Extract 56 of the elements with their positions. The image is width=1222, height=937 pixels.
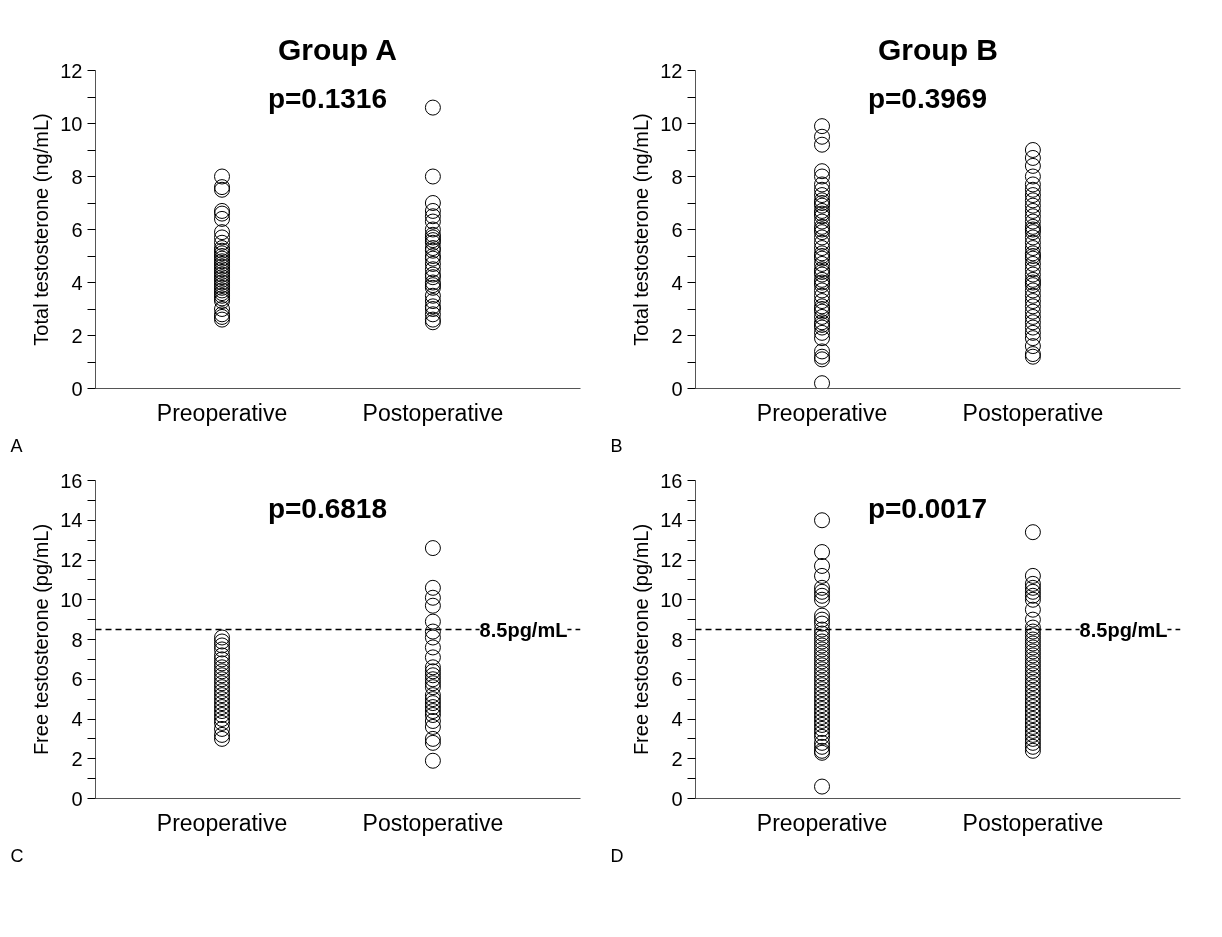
y-axis-title: Free testosterone (pg/mL) [30,523,53,756]
annotation: p=0.0017 [867,493,988,524]
y-tick-label: 0 [671,377,683,400]
y-tick-label: 6 [671,218,683,241]
y-tick-label: 12 [60,59,83,82]
y-tick-label: 0 [71,377,83,400]
chart-title: Group B [878,32,999,66]
y-tick-label: 2 [71,747,83,770]
chart-title: Group A [278,32,397,66]
y-tick-label: 8 [71,628,83,651]
y-tick-label: 12 [660,59,683,82]
y-tick-label: 4 [71,708,83,730]
y-tick-label: 12 [60,549,83,571]
y-tick-label: 16 [60,469,83,492]
text: D [610,845,624,866]
y-tick-label: 0 [71,787,83,810]
x-tick-label: Preoperative [156,809,288,836]
y-tick-label: 4 [71,271,83,294]
text: C [10,845,24,866]
y-tick-label: 8 [671,628,683,651]
x-tick-label: Postoperative [362,809,504,836]
y-tick-label: 6 [671,668,683,691]
y-axis-title: Free testosterone (pg/mL) [630,523,653,756]
y-tick-label: 6 [71,218,83,241]
y-tick-label: 6 [71,668,83,691]
ref-line-label: 8.5pg/mL [479,618,568,641]
y-tick-label: 10 [60,112,83,135]
y-tick-label: 4 [671,271,683,294]
y-tick-label: 14 [60,509,83,532]
annotation: p=0.1316 [267,83,388,114]
y-tick-label: 8 [671,165,683,188]
annotation: p=0.3969 [867,83,988,114]
y-axis-title: Total testosterone (ng/mL) [30,113,53,346]
y-axis-title: Total testosterone (ng/mL) [630,113,653,346]
y-tick-label: 10 [60,588,83,611]
annotation: p=0.6818 [267,493,388,524]
y-tick-label: 2 [671,324,683,347]
text: A [10,435,23,456]
y-tick-label: 0 [671,787,683,810]
y-tick-label: 16 [660,469,683,492]
x-tick-label: Postoperative [962,399,1104,426]
x-tick-label: Postoperative [962,809,1104,836]
y-tick-label: 12 [660,549,683,571]
x-tick-label: Preoperative [756,809,888,836]
y-tick-label: 14 [660,509,683,532]
x-tick-label: Postoperative [362,399,504,426]
x-tick-label: Preoperative [156,399,288,426]
y-tick-label: 10 [660,112,683,135]
y-tick-label: 8 [71,165,83,188]
text: B [610,435,623,456]
y-tick-label: 2 [71,324,83,347]
y-tick-label: 10 [660,588,683,611]
y-tick-label: 2 [671,747,683,770]
ref-line-label: 8.5pg/mL [1079,618,1168,641]
y-tick-label: 4 [671,708,683,730]
x-tick-label: Preoperative [756,399,888,426]
